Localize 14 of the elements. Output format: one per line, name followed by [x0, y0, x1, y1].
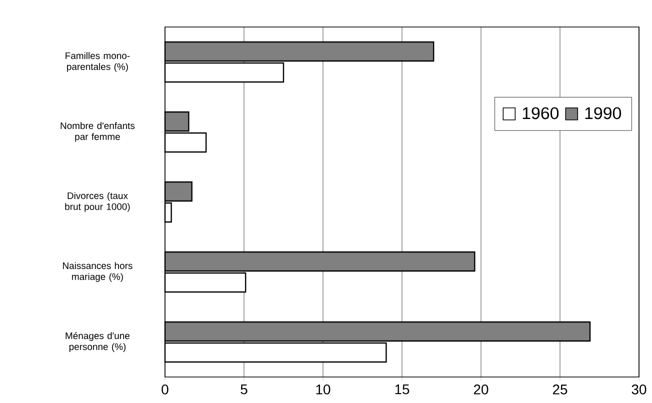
x-tick-label: 25: [552, 384, 568, 394]
x-tick-label: 10: [316, 384, 330, 394]
x-tick-label: 0: [162, 384, 168, 394]
y-tick-label: Ménages d'une personne (%): [66, 332, 130, 352]
y-tick-label: Nombre d'enfants par femme: [60, 122, 135, 142]
y-tick-label: Familles mono-parentales (%): [66, 52, 130, 72]
y-tick-label: Divorces (taux brut pour 1000): [65, 192, 130, 212]
y-tick-label: Naissances hors mariage (%): [63, 262, 132, 282]
x-tick-label: 20: [474, 384, 488, 394]
x-tick-label: 15: [395, 384, 410, 394]
x-tick-label: 5: [240, 384, 248, 394]
legend-label: 1960: [522, 107, 559, 120]
legend-label: 1990: [585, 107, 622, 120]
x-tick-label: 30: [632, 384, 646, 394]
